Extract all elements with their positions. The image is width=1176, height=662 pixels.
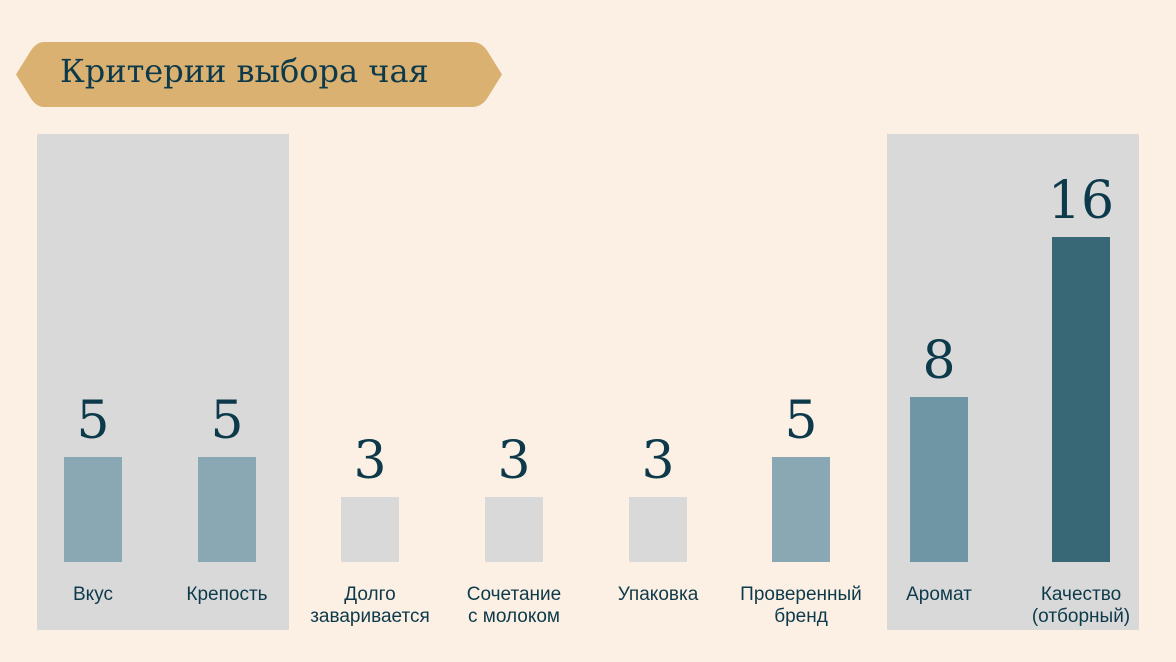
bar-5 <box>772 457 830 562</box>
category-label: Долго заваривается <box>290 584 450 628</box>
category-label-line: Качество <box>1040 584 1122 605</box>
bar-7 <box>1052 237 1110 562</box>
category-label-line: Проверенный <box>740 584 862 605</box>
bar-4 <box>629 497 687 562</box>
chart-title: Критерии выбора чая <box>60 52 429 90</box>
banner-shape <box>16 42 502 107</box>
category-label: Сочетание с молоком <box>434 584 594 628</box>
value-label: 3 <box>497 431 531 491</box>
category-label: Аромат <box>859 584 1019 606</box>
value-label: 3 <box>353 431 387 491</box>
category-label: Крепость <box>147 584 307 606</box>
category-label-line: заваривается <box>310 606 430 627</box>
category-label-line: бренд <box>774 606 828 627</box>
bar-1 <box>198 457 256 562</box>
category-label: Проверенный бренд <box>721 584 881 628</box>
value-label: 8 <box>922 331 956 391</box>
bar-0 <box>64 457 122 562</box>
title-banner <box>16 42 502 107</box>
value-label: 3 <box>641 431 675 491</box>
bar-3 <box>485 497 543 562</box>
category-label-line: с молоком <box>467 606 560 627</box>
category-label: Упаковка <box>578 584 738 606</box>
bar-6 <box>910 397 968 562</box>
value-label: 16 <box>1047 171 1115 231</box>
category-label-line: Долго <box>344 584 396 605</box>
category-label: Вкус <box>13 584 173 606</box>
value-label: 5 <box>784 391 818 451</box>
category-label-line: Аромат <box>906 584 972 605</box>
category-label-line: Крепость <box>186 584 268 605</box>
bar-2 <box>341 497 399 562</box>
category-label-line: Сочетание <box>466 584 562 605</box>
category-label-line: Упаковка <box>617 584 699 605</box>
value-label: 5 <box>76 391 110 451</box>
category-label-line: Вкус <box>73 584 113 605</box>
value-label: 5 <box>210 391 244 451</box>
category-label-line: (отборный) <box>1031 606 1131 627</box>
category-label: Качество (отборный) <box>1001 584 1161 628</box>
